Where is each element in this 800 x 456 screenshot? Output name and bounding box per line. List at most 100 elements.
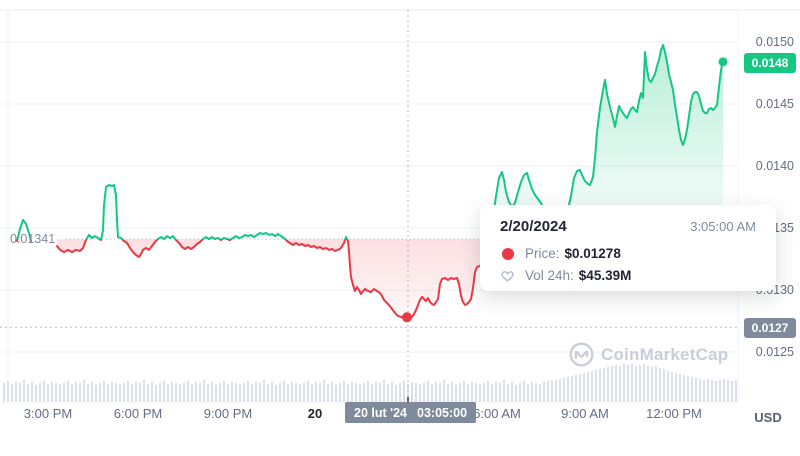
volume-bar — [455, 385, 457, 402]
price-dot-icon — [501, 247, 514, 260]
volume-bar — [379, 383, 381, 402]
coinmarketcap-logo-icon — [569, 342, 594, 367]
volume-bar — [63, 383, 65, 402]
volume-bar — [303, 383, 305, 402]
volume-bar — [503, 380, 505, 402]
volume-bar — [215, 385, 217, 402]
volume-bar — [159, 383, 161, 402]
hovered-point-marker[interactable] — [402, 312, 412, 323]
volume-bar — [211, 382, 213, 402]
y-tick-label: 0.0140 — [755, 159, 794, 173]
volume-bar — [95, 385, 97, 402]
volume-bar — [723, 379, 725, 402]
latest-point-marker — [718, 57, 728, 67]
x-tick-label: 3:00 PM — [23, 406, 73, 421]
volume-bar — [59, 384, 61, 402]
tooltip-volume-value: $45.39M — [578, 268, 632, 283]
volume-bar — [135, 382, 137, 402]
volume-bar — [531, 382, 533, 402]
volume-bar — [367, 381, 369, 402]
volume-bar — [183, 383, 185, 402]
volume-bar — [475, 383, 477, 402]
volume-bar — [43, 381, 45, 402]
volume-bar — [287, 384, 289, 402]
volume-bar — [635, 366, 637, 402]
volume-bar — [667, 371, 669, 402]
volume-bar — [711, 380, 713, 402]
volume-bar — [359, 384, 361, 402]
volume-bar — [223, 381, 225, 402]
volume-bar — [163, 381, 165, 402]
price-line-down — [56, 239, 491, 319]
volume-bar — [279, 383, 281, 402]
reference-price-label: 0.01341 — [10, 232, 56, 246]
volume-bar — [331, 382, 333, 402]
tooltip-time: 3:05:00 AM — [690, 219, 756, 234]
volume-bar — [351, 382, 353, 402]
currency-unit-label: USD — [754, 410, 782, 425]
volume-bar — [299, 384, 301, 402]
current-price-badge: 0.0148 — [744, 53, 796, 73]
volume-bar — [315, 382, 317, 402]
volume-bar — [175, 383, 177, 402]
volume-bar — [347, 384, 349, 402]
volume-bar — [143, 380, 145, 402]
volume-bar — [167, 384, 169, 402]
volume-bar — [559, 379, 561, 402]
volume-bar — [419, 384, 421, 402]
volume-bar — [127, 381, 129, 402]
volume-bar — [247, 381, 249, 402]
volume-bar — [55, 383, 57, 402]
volume-bar — [335, 385, 337, 402]
volume-bar — [283, 381, 285, 402]
volume-bar — [587, 372, 589, 402]
volume-bar — [111, 382, 113, 402]
volume-bar — [691, 377, 693, 402]
volume-bar — [19, 383, 21, 402]
volume-bar — [551, 380, 553, 402]
volume-bar — [699, 379, 701, 402]
volume-bar — [591, 371, 593, 402]
volume-bar — [235, 383, 237, 402]
heart-icon — [501, 270, 514, 282]
chart-tooltip: 2/20/2024 3:05:00 AM Price: $0.01278 Vol… — [480, 205, 776, 291]
volume-bar — [663, 369, 665, 402]
volume-bar — [319, 383, 321, 402]
volume-bar — [307, 381, 309, 402]
volume-bar — [103, 381, 105, 402]
crosshair-time-badge: 20 lut '24 03:05:00 — [345, 402, 477, 423]
volume-bar — [251, 384, 253, 402]
volume-bar — [123, 383, 125, 402]
volume-bar — [219, 383, 221, 402]
volume-bar — [675, 373, 677, 402]
volume-bar — [575, 375, 577, 402]
volume-bar — [547, 381, 549, 402]
volume-bar — [363, 383, 365, 402]
volume-bar — [671, 372, 673, 402]
x-tick-label: 9:00 PM — [203, 406, 253, 421]
crosshair-time: 03:05:00 — [417, 405, 468, 420]
volume-bar — [275, 385, 277, 402]
volume-bar — [179, 384, 181, 402]
volume-bar — [703, 380, 705, 402]
volume-bar — [687, 376, 689, 402]
crosshair-date: 20 lut '24 — [354, 405, 407, 420]
volume-bar — [679, 374, 681, 402]
volume-bar — [439, 383, 441, 402]
volume-bar — [643, 364, 645, 402]
volume-bar — [47, 384, 49, 402]
volume-bar — [423, 383, 425, 402]
volume-bar — [11, 384, 13, 402]
crosshair-axis-tick — [407, 397, 409, 403]
volume-bar — [495, 382, 497, 402]
volume-bar — [731, 381, 733, 402]
volume-bar — [603, 368, 605, 402]
volume-bar — [479, 384, 481, 402]
coinmarketcap-watermark: CoinMarketCap — [569, 342, 728, 367]
volume-bar — [571, 376, 573, 402]
volume-bar — [403, 381, 405, 402]
volume-bar — [115, 383, 117, 402]
volume-bar — [415, 383, 417, 402]
volume-bar — [463, 381, 465, 402]
volume-bar — [631, 364, 633, 402]
